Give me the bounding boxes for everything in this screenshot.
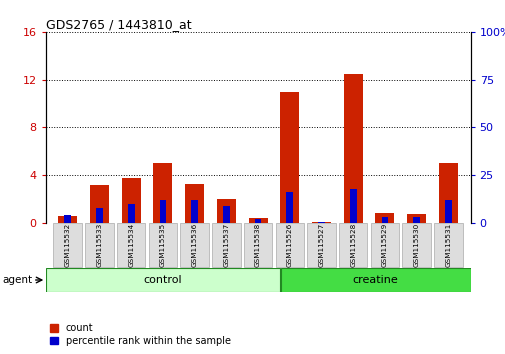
Bar	[248, 218, 267, 223]
Text: creatine: creatine	[352, 275, 398, 285]
FancyBboxPatch shape	[280, 268, 470, 292]
Text: GSM115532: GSM115532	[65, 223, 71, 267]
Bar	[121, 178, 140, 223]
Bar	[185, 184, 204, 223]
FancyBboxPatch shape	[307, 223, 335, 267]
Bar	[318, 222, 324, 223]
Text: GDS2765 / 1443810_at: GDS2765 / 1443810_at	[45, 18, 191, 31]
Bar	[349, 189, 356, 223]
Bar	[312, 222, 330, 223]
Bar	[438, 163, 457, 223]
FancyBboxPatch shape	[433, 223, 462, 267]
Text: GSM115531: GSM115531	[444, 223, 450, 267]
FancyBboxPatch shape	[117, 223, 145, 267]
FancyBboxPatch shape	[54, 223, 82, 267]
FancyBboxPatch shape	[45, 268, 280, 292]
Text: GSM115530: GSM115530	[413, 223, 419, 267]
Bar	[90, 185, 109, 223]
Bar	[444, 200, 451, 223]
Text: GSM115529: GSM115529	[381, 223, 387, 267]
Bar	[128, 204, 134, 223]
Bar	[159, 200, 166, 223]
FancyBboxPatch shape	[338, 223, 367, 267]
Bar	[343, 74, 362, 223]
FancyBboxPatch shape	[148, 223, 177, 267]
FancyBboxPatch shape	[275, 223, 304, 267]
Bar	[217, 199, 235, 223]
Text: GSM115537: GSM115537	[223, 223, 229, 267]
Text: GSM115528: GSM115528	[349, 223, 356, 267]
Bar	[407, 214, 425, 223]
Bar	[58, 216, 77, 223]
FancyBboxPatch shape	[401, 223, 430, 267]
Bar	[191, 200, 197, 223]
Bar	[153, 163, 172, 223]
Text: GSM115536: GSM115536	[191, 223, 197, 267]
Text: GSM115538: GSM115538	[255, 223, 261, 267]
Bar	[280, 92, 298, 223]
Legend: count, percentile rank within the sample: count, percentile rank within the sample	[50, 323, 230, 346]
Text: agent: agent	[3, 275, 33, 285]
Bar	[381, 217, 387, 223]
FancyBboxPatch shape	[370, 223, 398, 267]
FancyBboxPatch shape	[243, 223, 272, 267]
FancyBboxPatch shape	[180, 223, 209, 267]
Text: GSM115526: GSM115526	[286, 223, 292, 267]
FancyBboxPatch shape	[212, 223, 240, 267]
Bar	[223, 206, 229, 223]
Text: control: control	[143, 275, 182, 285]
Bar	[413, 217, 419, 223]
Bar	[286, 193, 292, 223]
Text: GSM115535: GSM115535	[160, 223, 166, 267]
Text: GSM115527: GSM115527	[318, 223, 324, 267]
Text: GSM115534: GSM115534	[128, 223, 134, 267]
FancyBboxPatch shape	[85, 223, 114, 267]
Bar	[64, 215, 71, 223]
Bar	[375, 213, 394, 223]
Bar	[96, 208, 103, 223]
Bar	[254, 219, 261, 223]
Text: GSM115533: GSM115533	[96, 223, 102, 267]
